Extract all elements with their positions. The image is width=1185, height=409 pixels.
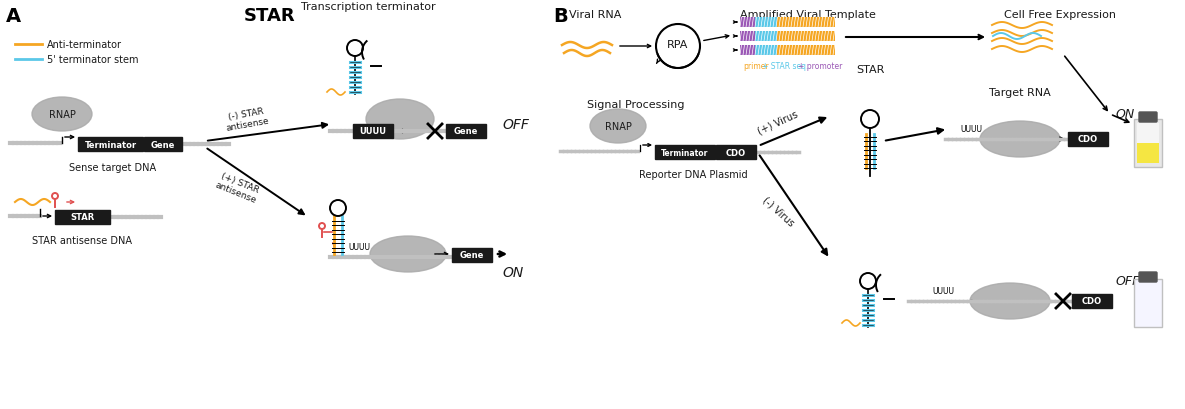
Text: (-) Virus: (-) Virus	[761, 195, 796, 228]
Text: RNAP: RNAP	[604, 122, 632, 132]
Text: OFF: OFF	[502, 118, 529, 132]
Text: STAR: STAR	[70, 213, 95, 222]
Ellipse shape	[590, 110, 646, 144]
Text: STAR antisense DNA: STAR antisense DNA	[32, 236, 132, 245]
Text: Signal Processing: Signal Processing	[588, 100, 685, 110]
Text: + STAR seq.: + STAR seq.	[762, 62, 808, 71]
Bar	[716, 146, 756, 160]
Text: Cell Free Expression: Cell Free Expression	[1004, 10, 1116, 20]
Bar	[777, 32, 835, 42]
Bar	[739, 46, 755, 56]
Ellipse shape	[971, 283, 1050, 319]
Text: Viral RNA: Viral RNA	[569, 10, 621, 20]
Bar	[755, 18, 777, 28]
FancyBboxPatch shape	[1139, 113, 1157, 123]
Text: Terminator: Terminator	[661, 148, 709, 157]
Bar	[739, 18, 755, 28]
Text: RNAP: RNAP	[49, 110, 76, 120]
Text: (+) STAR
antisense: (+) STAR antisense	[214, 171, 262, 204]
FancyBboxPatch shape	[1139, 272, 1157, 282]
Text: STAR: STAR	[244, 7, 296, 25]
Ellipse shape	[980, 122, 1061, 157]
Text: Terminator: Terminator	[84, 140, 136, 149]
Bar	[78, 138, 143, 152]
Bar	[655, 146, 715, 160]
Ellipse shape	[370, 236, 446, 272]
Text: RPA: RPA	[667, 40, 688, 50]
Text: CDO: CDO	[1082, 297, 1102, 306]
Text: Gene: Gene	[460, 251, 485, 260]
Bar	[1134, 279, 1162, 327]
Text: CDO: CDO	[726, 148, 747, 157]
Bar	[1072, 294, 1112, 308]
Text: STAR: STAR	[856, 65, 884, 75]
Text: B: B	[553, 7, 568, 26]
Bar	[1068, 133, 1108, 147]
Ellipse shape	[366, 100, 434, 139]
Bar	[777, 46, 835, 56]
Bar	[353, 125, 393, 139]
Bar	[446, 125, 486, 139]
Bar	[1134, 120, 1162, 168]
Bar	[145, 138, 182, 152]
Text: ON: ON	[1115, 108, 1134, 121]
Text: Amplified Viral Template: Amplified Viral Template	[741, 10, 876, 20]
Bar	[1136, 144, 1159, 164]
Bar	[755, 32, 777, 42]
Text: Anti-terminator: Anti-terminator	[47, 40, 122, 50]
Text: Sense target DNA: Sense target DNA	[70, 163, 156, 173]
Bar	[755, 46, 777, 56]
Text: Gene: Gene	[150, 140, 175, 149]
Text: UUUU: UUUU	[348, 243, 370, 252]
Text: UUUU: UUUU	[931, 287, 954, 296]
Bar	[451, 248, 492, 262]
Text: Transcription terminator: Transcription terminator	[301, 2, 435, 12]
Text: Gene: Gene	[454, 127, 479, 136]
Bar	[777, 18, 835, 28]
Text: OFF: OFF	[1115, 275, 1139, 288]
Text: (+) Virus: (+) Virus	[756, 109, 800, 136]
Bar	[1136, 283, 1159, 323]
Text: Target RNA: Target RNA	[989, 88, 1051, 98]
Ellipse shape	[32, 98, 92, 132]
Text: Reporter DNA Plasmid: Reporter DNA Plasmid	[639, 170, 748, 180]
Text: UUUU: UUUU	[960, 125, 982, 134]
Bar	[55, 211, 110, 225]
Text: ON: ON	[502, 265, 524, 279]
Text: A: A	[6, 7, 21, 26]
Bar	[739, 32, 755, 42]
Bar	[1136, 124, 1159, 144]
Text: (-) STAR
antisense: (-) STAR antisense	[224, 106, 270, 133]
Text: UUUU: UUUU	[359, 127, 386, 136]
Text: + promoter: + promoter	[798, 62, 843, 71]
Text: primer: primer	[743, 62, 769, 71]
Text: CDO: CDO	[1078, 135, 1098, 144]
Text: 5' terminator stem: 5' terminator stem	[47, 55, 139, 65]
